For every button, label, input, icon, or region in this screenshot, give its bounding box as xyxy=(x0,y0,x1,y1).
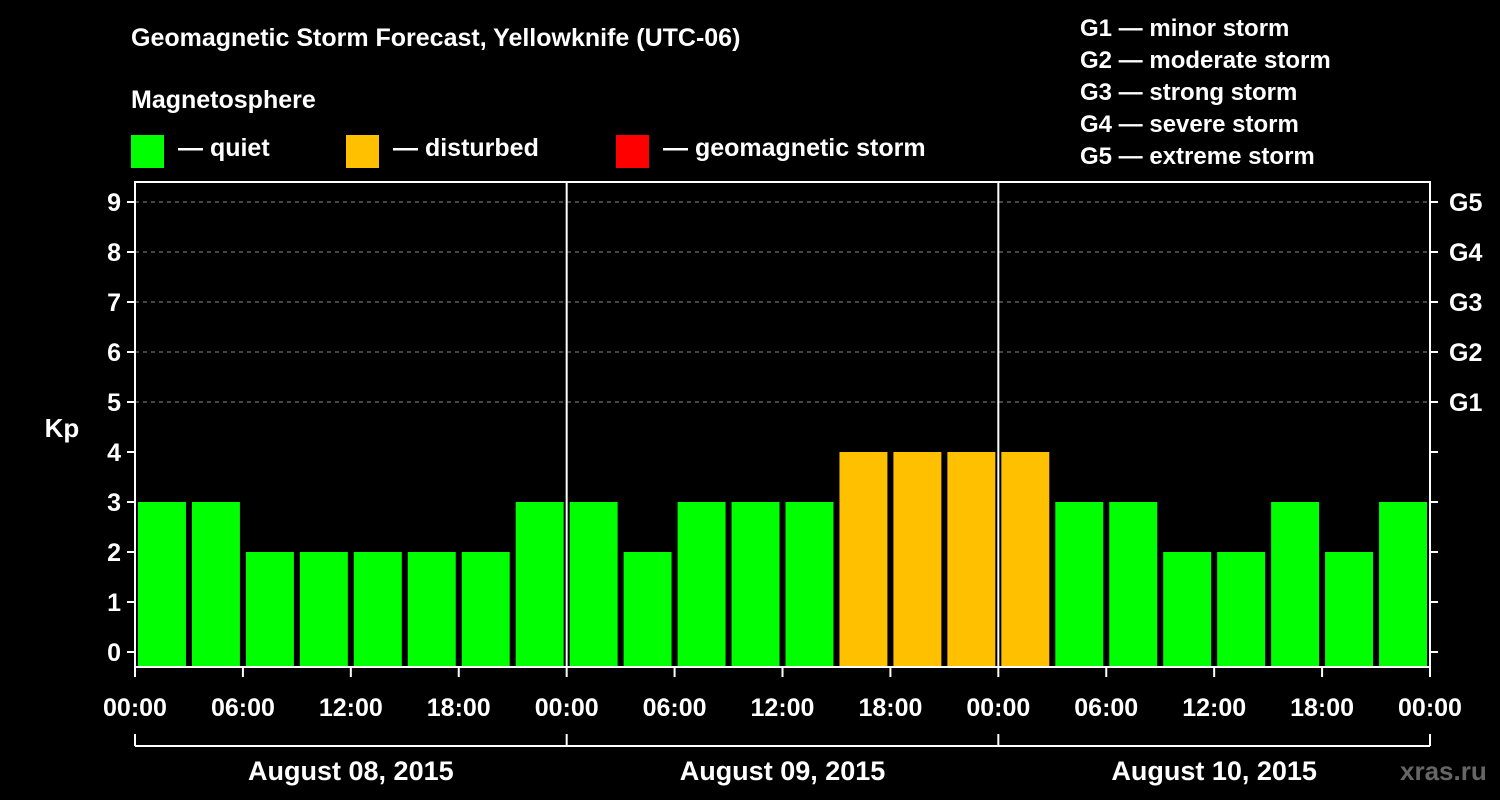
x-tick-label-4: 00:00 xyxy=(535,694,599,722)
kp-bar-3 xyxy=(299,552,348,667)
kp-bar-17 xyxy=(1055,502,1104,667)
kp-bar-19 xyxy=(1163,552,1212,667)
storm-scale-g1: G1 — minor storm xyxy=(1080,15,1290,42)
brand-watermark: xras.ru xyxy=(1400,756,1487,786)
x-tick-label-11: 18:00 xyxy=(1290,694,1354,722)
legend-label-disturbed: — disturbed xyxy=(393,134,539,162)
g-scale-label-g5: G5 xyxy=(1449,189,1482,217)
kp-bar-6 xyxy=(461,552,510,667)
y-tick-label-7: 7 xyxy=(107,289,121,317)
kp-bar-13 xyxy=(839,452,888,667)
y-tick-label-2: 2 xyxy=(107,539,121,567)
x-tick-label-10: 12:00 xyxy=(1182,694,1246,722)
kp-bar-1 xyxy=(191,502,240,667)
day-label-2: August 10, 2015 xyxy=(1111,756,1317,786)
y-tick-label-0: 0 xyxy=(107,639,121,667)
kp-bar-11 xyxy=(731,502,780,667)
legend-swatch-storm xyxy=(616,135,649,168)
kp-bar-9 xyxy=(623,552,672,667)
x-tick-label-12: 00:00 xyxy=(1398,694,1462,722)
kp-bar-20 xyxy=(1217,552,1266,667)
y-tick-label-8: 8 xyxy=(107,239,121,267)
kp-bar-0 xyxy=(138,502,186,667)
x-tick-label-1: 06:00 xyxy=(211,694,275,722)
g-scale-label-g2: G2 xyxy=(1449,339,1482,367)
day-label-1: August 09, 2015 xyxy=(680,756,886,786)
storm-scale-g3: G3 — strong storm xyxy=(1080,79,1298,106)
x-tick-label-8: 00:00 xyxy=(966,694,1030,722)
kp-bar-18 xyxy=(1109,502,1158,667)
storm-scale-g4: G4 — severe storm xyxy=(1080,111,1299,138)
g-scale-label-g3: G3 xyxy=(1449,289,1482,317)
legend-heading: Magnetosphere xyxy=(131,86,316,114)
y-axis-label: Kp xyxy=(45,413,80,443)
y-tick-label-3: 3 xyxy=(107,489,121,517)
y-tick-label-9: 9 xyxy=(107,189,121,217)
y-tick-label-1: 1 xyxy=(107,589,121,617)
x-tick-label-3: 18:00 xyxy=(427,694,491,722)
y-tick-label-5: 5 xyxy=(107,389,121,417)
y-tick-label-6: 6 xyxy=(107,339,121,367)
kp-bar-14 xyxy=(893,452,942,667)
kp-bar-2 xyxy=(245,552,294,667)
kp-bar-4 xyxy=(353,552,402,667)
kp-bar-23 xyxy=(1379,502,1427,667)
x-tick-label-2: 12:00 xyxy=(319,694,383,722)
x-tick-label-5: 06:00 xyxy=(643,694,707,722)
x-tick-label-0: 00:00 xyxy=(103,694,167,722)
kp-bar-15 xyxy=(947,452,996,667)
kp-bar-16 xyxy=(1001,452,1050,667)
kp-bar-21 xyxy=(1271,502,1320,667)
g-scale-label-g4: G4 xyxy=(1449,239,1482,267)
legend-label-storm: — geomagnetic storm xyxy=(663,134,926,162)
kp-bar-22 xyxy=(1325,552,1374,667)
kp-bar-10 xyxy=(677,502,726,667)
legend-swatch-quiet xyxy=(131,135,164,168)
g-scale-label-g1: G1 xyxy=(1449,389,1482,417)
legend-label-quiet: — quiet xyxy=(178,134,270,162)
kp-bar-12 xyxy=(785,502,834,667)
legend-swatch-disturbed xyxy=(346,135,379,168)
kp-bar-7 xyxy=(515,502,564,667)
kp-bar-8 xyxy=(569,502,618,667)
storm-scale-g5: G5 — extreme storm xyxy=(1080,143,1315,170)
kp-bar-5 xyxy=(407,552,456,667)
x-tick-label-7: 18:00 xyxy=(858,694,922,722)
x-tick-label-9: 06:00 xyxy=(1074,694,1138,722)
chart-title: Geomagnetic Storm Forecast, Yellowknife … xyxy=(131,24,741,52)
y-tick-label-4: 4 xyxy=(107,439,121,467)
day-label-0: August 08, 2015 xyxy=(248,756,454,786)
storm-scale-g2: G2 — moderate storm xyxy=(1080,47,1331,74)
x-tick-label-6: 12:00 xyxy=(751,694,815,722)
